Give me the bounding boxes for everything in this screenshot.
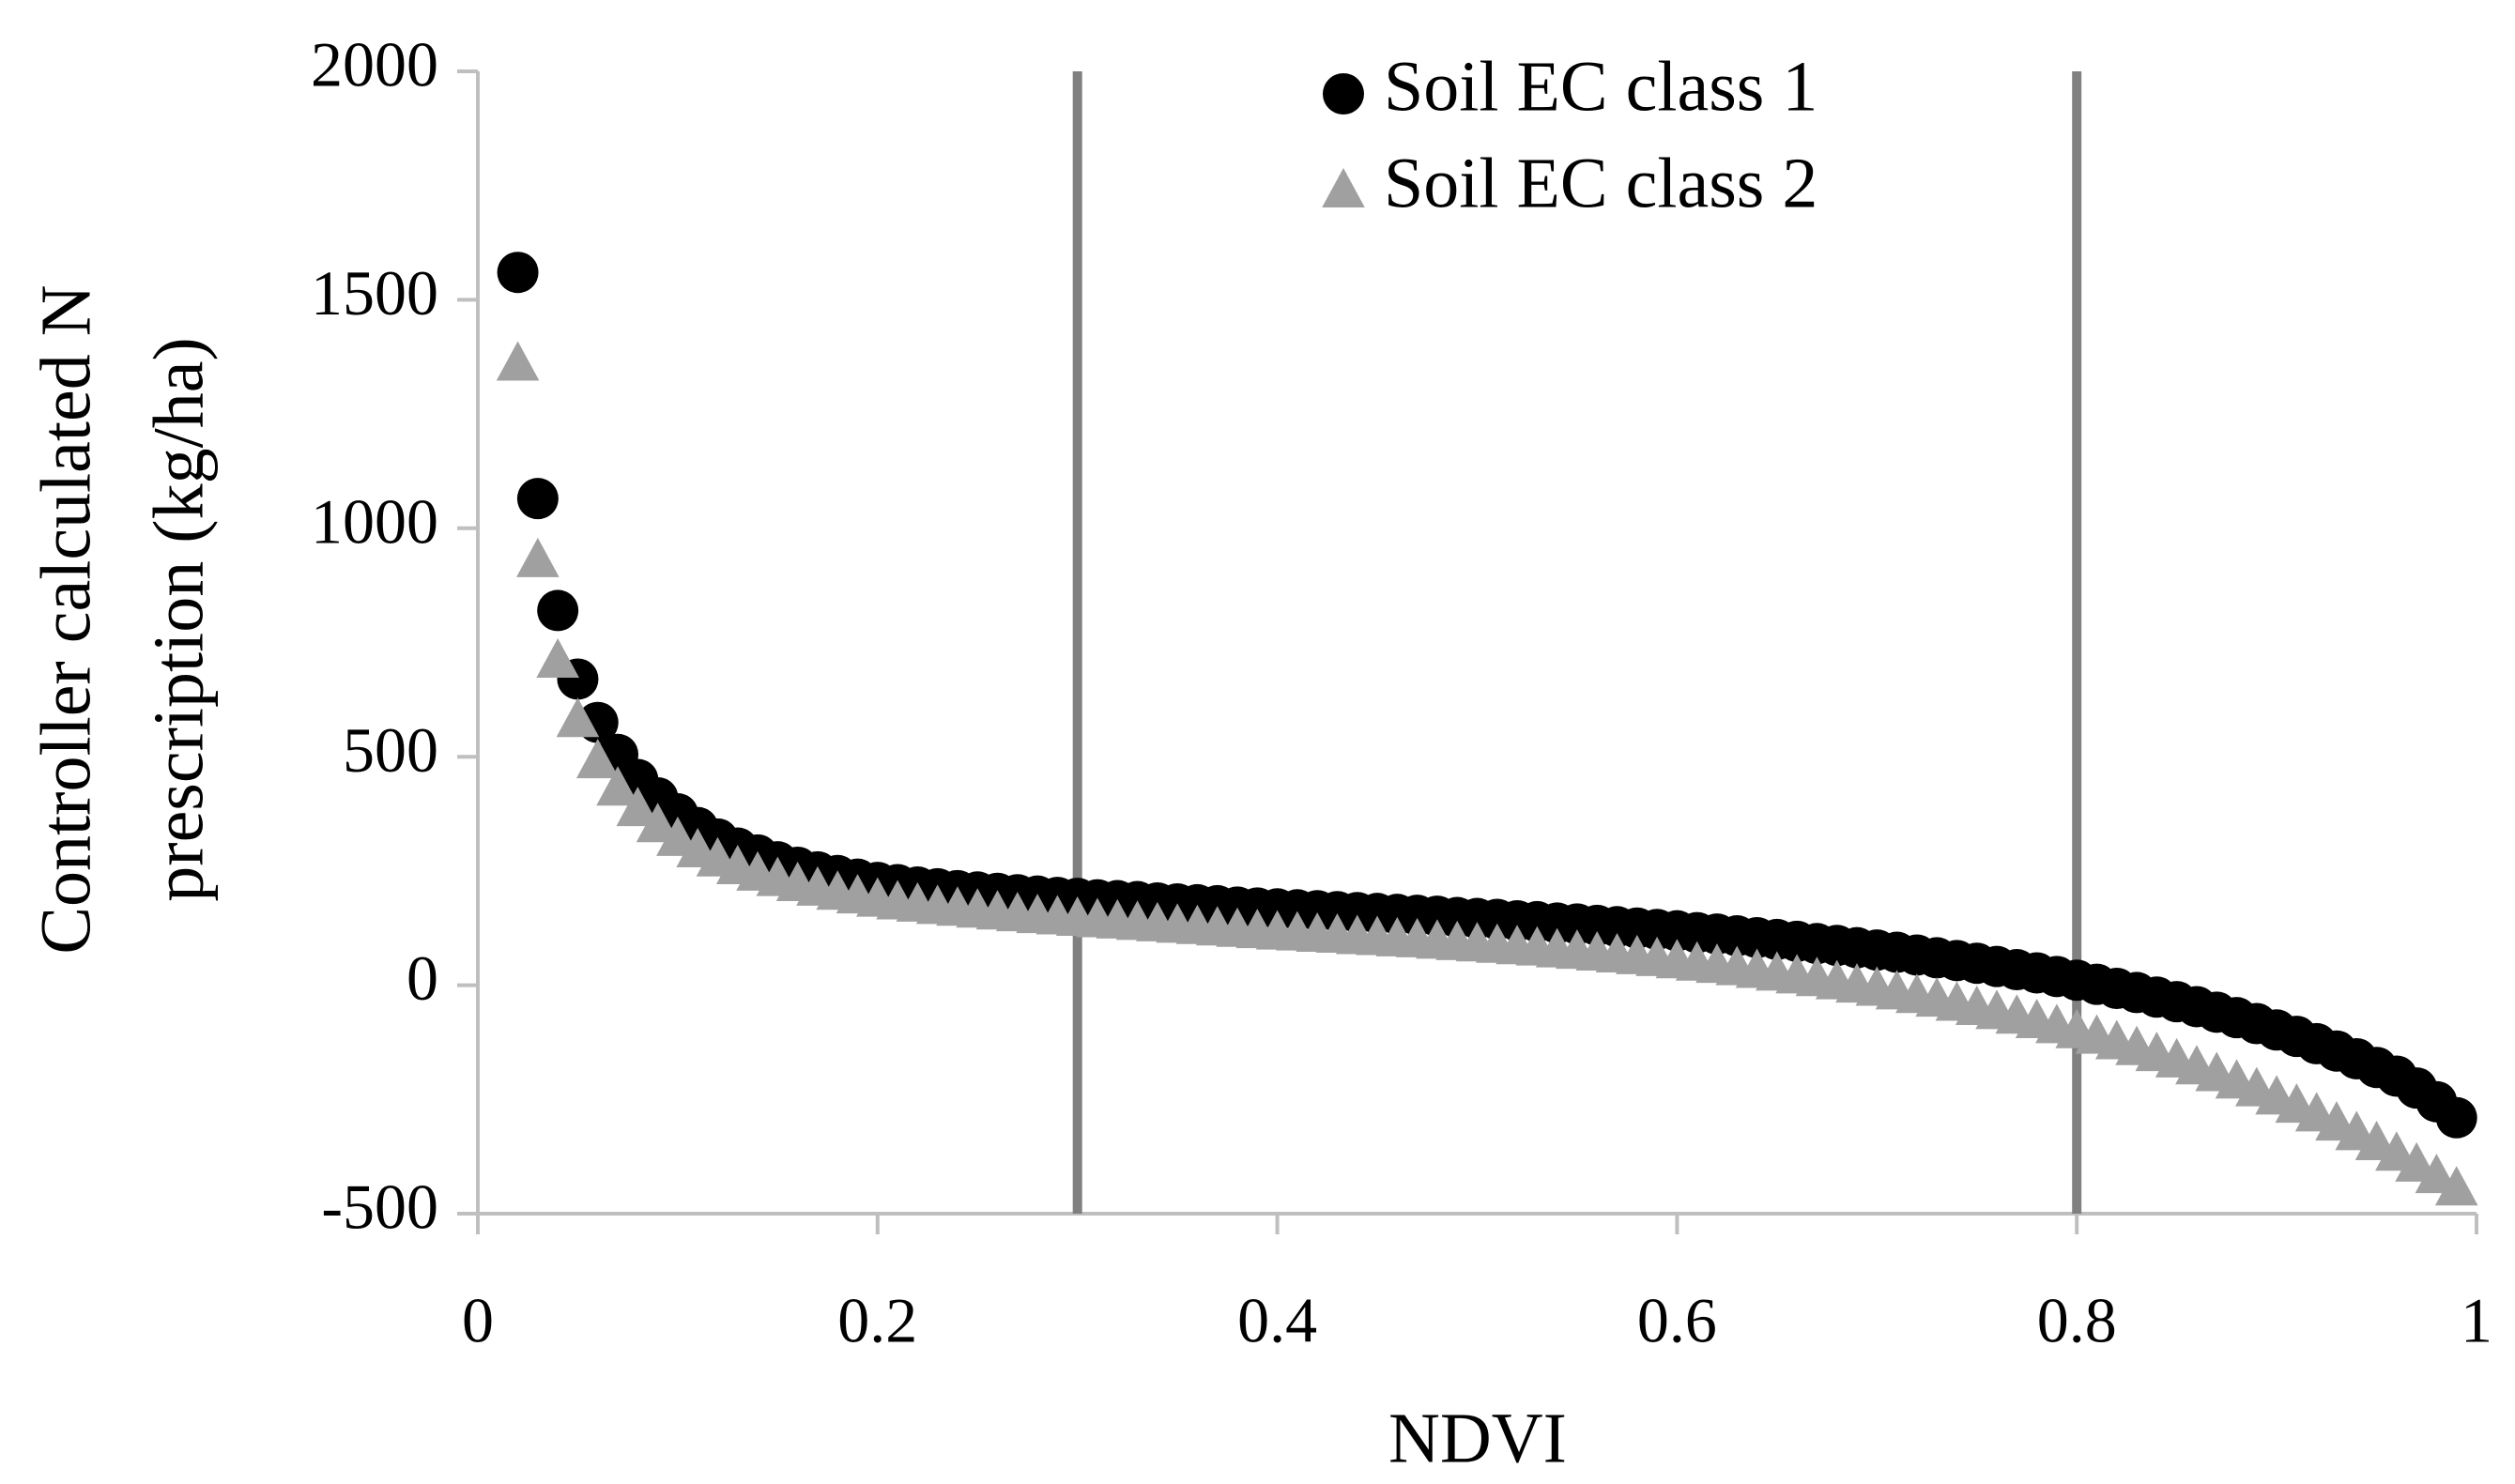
point xyxy=(616,787,660,827)
point xyxy=(636,803,680,843)
point xyxy=(497,252,539,294)
point xyxy=(537,589,579,632)
y-tick-label: 2000 xyxy=(311,29,438,100)
y-axis-label: prescription (kg/ha) xyxy=(139,337,218,901)
point xyxy=(556,697,600,738)
x-tick-label: 1 xyxy=(2461,1285,2492,1356)
x-tick-label: 0 xyxy=(462,1285,494,1356)
point xyxy=(596,766,639,806)
legend-label: Soil EC class 2 xyxy=(1384,144,1817,222)
point xyxy=(2435,1096,2477,1139)
y-axis-label: Controller calculated N xyxy=(26,284,105,954)
y-tick-label: 0 xyxy=(406,942,438,1014)
x-tick-label: 0.4 xyxy=(1237,1285,1317,1356)
x-tick-label: 0.6 xyxy=(1637,1285,1717,1356)
x-tick-label: 0.2 xyxy=(837,1285,917,1356)
point xyxy=(2434,1166,2478,1206)
y-tick-label: 1500 xyxy=(311,257,438,329)
point xyxy=(536,637,579,678)
point xyxy=(496,341,540,381)
point xyxy=(575,739,620,779)
point xyxy=(516,537,560,577)
y-tick-label: 500 xyxy=(343,714,438,786)
legend-label: Soil EC class 1 xyxy=(1384,47,1817,126)
legend-marker xyxy=(1322,168,1365,207)
x-axis-label: NDVI xyxy=(1388,1399,1567,1477)
y-tick-label: -500 xyxy=(321,1171,438,1243)
x-tick-label: 0.8 xyxy=(2037,1285,2117,1356)
y-tick-label: 1000 xyxy=(311,485,438,557)
legend-marker xyxy=(1323,73,1364,115)
point xyxy=(516,478,559,520)
